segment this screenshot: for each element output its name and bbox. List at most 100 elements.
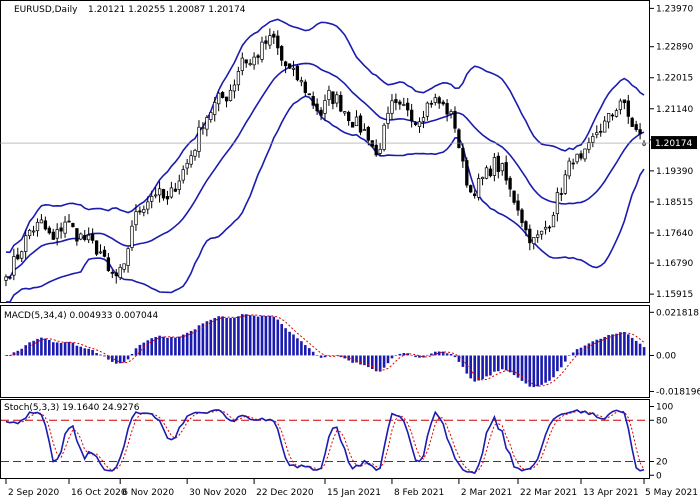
- macd-bar: [269, 316, 272, 356]
- candle-body: [406, 103, 409, 110]
- candle-body: [434, 98, 437, 103]
- macd-bar: [501, 356, 504, 370]
- candle-body: [280, 46, 283, 60]
- candle-body: [40, 220, 43, 223]
- candle-body: [166, 196, 169, 199]
- macd-bar: [599, 339, 602, 356]
- candle-body: [438, 98, 441, 104]
- macd-bar: [588, 343, 591, 355]
- candle-body: [497, 156, 500, 171]
- macd-bar: [485, 356, 488, 377]
- candle-body: [91, 234, 94, 240]
- macd-bar: [544, 356, 547, 383]
- macd-bar: [202, 323, 205, 355]
- candle-body: [5, 277, 8, 281]
- macd-bar: [233, 318, 236, 356]
- candle-body: [540, 231, 543, 234]
- macd-bar: [261, 316, 264, 356]
- macd-bar: [458, 356, 461, 362]
- candle-body: [477, 179, 480, 198]
- candle-body: [493, 158, 496, 176]
- candle-body: [572, 163, 575, 164]
- macd-bar: [154, 337, 157, 355]
- macd-bar: [237, 316, 240, 355]
- macd-bar: [280, 324, 283, 356]
- price-y-tick-label: 1.17640: [656, 229, 693, 239]
- candle-body: [517, 201, 520, 210]
- macd-bar: [509, 356, 512, 373]
- x-tick-label: 2 Mar 2021: [461, 488, 512, 498]
- macd-bar: [150, 338, 153, 355]
- macd-bar: [489, 356, 492, 376]
- candle-body: [80, 234, 83, 239]
- candle-body: [52, 232, 55, 239]
- candle-body: [446, 103, 449, 114]
- candle-body: [485, 168, 488, 179]
- candle-body: [399, 102, 402, 104]
- candle-body: [576, 154, 579, 162]
- candle-body: [379, 149, 382, 153]
- candle-body: [592, 136, 595, 142]
- candle-body: [450, 112, 453, 114]
- macd-bar: [24, 345, 27, 355]
- macd-bar: [533, 356, 536, 388]
- candle-body: [72, 223, 75, 226]
- candle-body: [107, 258, 110, 271]
- macd-bar: [40, 338, 43, 356]
- macd-bar: [304, 345, 307, 355]
- macd-bar: [241, 314, 244, 355]
- macd-bar: [505, 356, 508, 371]
- macd-bar: [639, 344, 642, 356]
- macd-bar: [635, 341, 638, 356]
- candle-body: [292, 68, 295, 69]
- macd-bar: [217, 316, 220, 355]
- macd-bar: [206, 321, 209, 355]
- macd-bar: [540, 356, 543, 385]
- candle-body: [127, 249, 130, 266]
- macd-bar: [225, 318, 228, 356]
- candle-body: [363, 130, 366, 131]
- candle-body: [324, 101, 327, 114]
- candle-body: [194, 150, 197, 156]
- macd-bar: [572, 353, 575, 356]
- macd-bar: [446, 353, 449, 355]
- candle-body: [627, 101, 630, 117]
- stoch-signal-line: [6, 410, 644, 472]
- candle-body: [466, 161, 469, 186]
- candle-body: [347, 112, 350, 120]
- candle-body: [24, 236, 27, 252]
- macd-bar: [497, 356, 500, 372]
- candle-body: [387, 113, 390, 123]
- macd-bar: [548, 356, 551, 381]
- macd-bar: [414, 356, 417, 358]
- candle-body: [383, 125, 386, 149]
- macd-bar: [619, 332, 622, 355]
- candle-body: [403, 105, 406, 106]
- macd-bar: [162, 337, 165, 356]
- macd-bar: [462, 356, 465, 367]
- macd-bar: [221, 316, 224, 355]
- macd-bar: [564, 356, 567, 362]
- x-tick-label: 8 Feb 2021: [394, 488, 444, 498]
- candle-body: [312, 96, 315, 105]
- candle-body: [505, 163, 508, 181]
- x-tick-label: 22 Dec 2020: [256, 488, 314, 498]
- candle-body: [269, 36, 272, 46]
- candle-body: [501, 164, 504, 171]
- macd-bar: [473, 356, 476, 382]
- x-tick-label: 15 Jan 2021: [327, 488, 381, 498]
- candle-body: [473, 194, 476, 196]
- price-header-ohlc: 1.20121 1.20255 1.20087 1.20174: [88, 5, 246, 15]
- price-y-tick-label: 1.21140: [656, 105, 693, 115]
- candle-body: [343, 112, 346, 113]
- candle-body: [233, 85, 236, 91]
- candle-body: [328, 90, 331, 99]
- macd-bar: [249, 315, 252, 355]
- candle-body: [336, 95, 339, 103]
- candle-body: [20, 252, 23, 259]
- macd-bar: [426, 355, 429, 356]
- macd-bar: [48, 340, 51, 356]
- macd-bar: [123, 356, 126, 363]
- candle-body: [631, 118, 634, 126]
